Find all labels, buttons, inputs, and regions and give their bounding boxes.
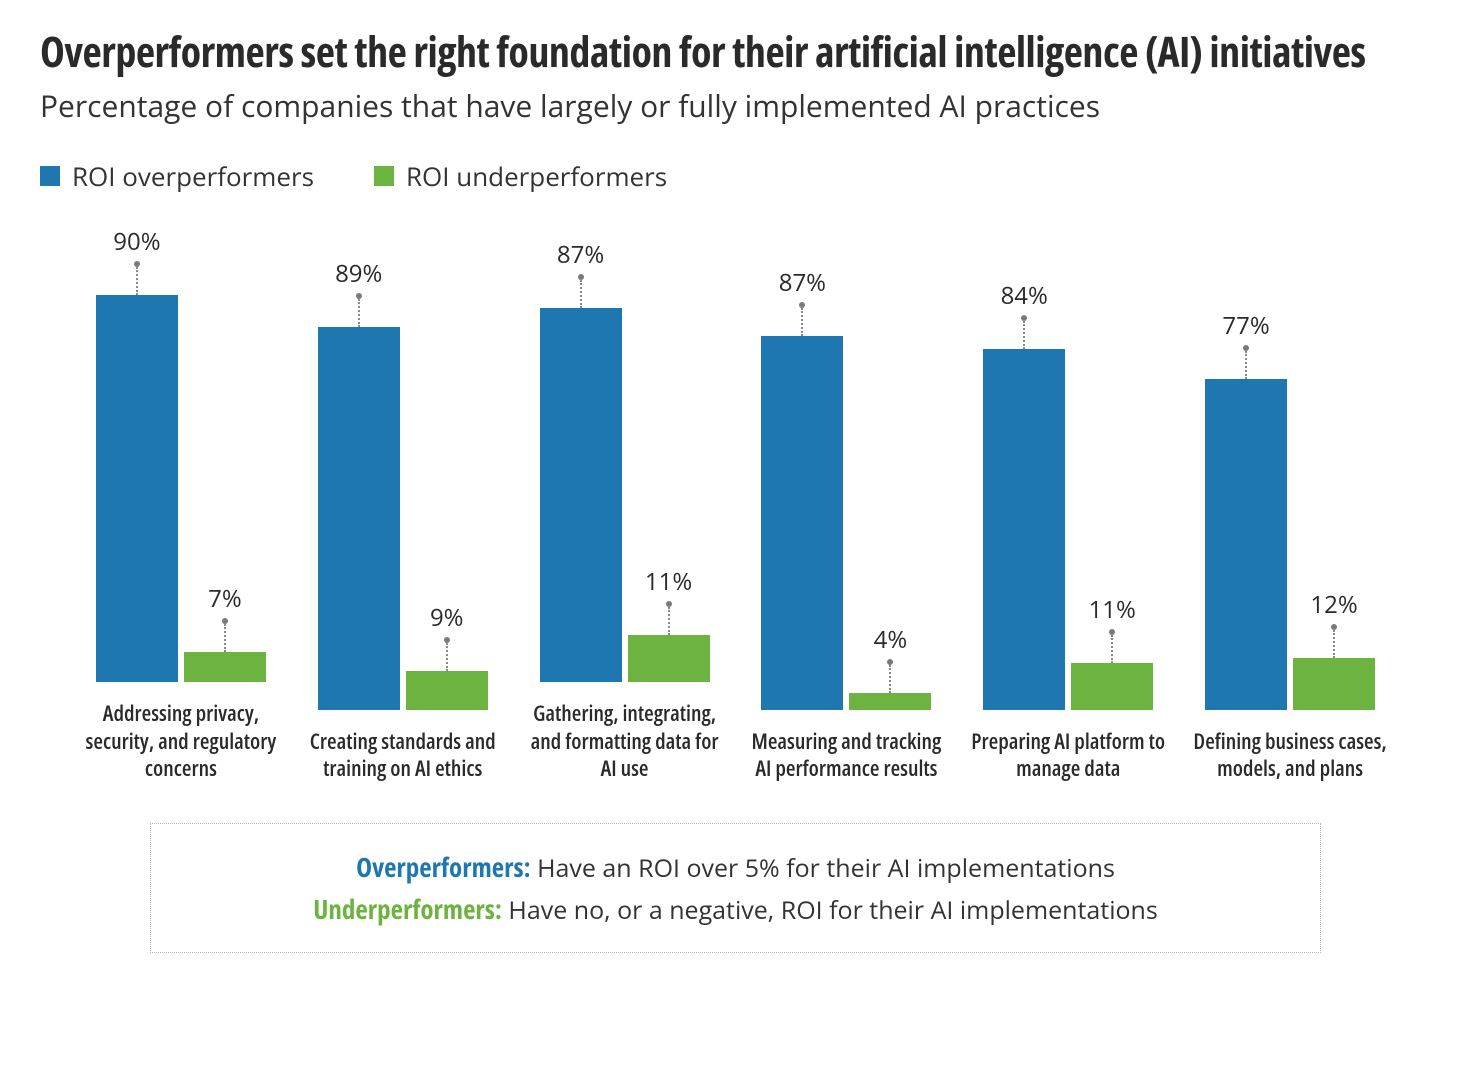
- bar-column-over: 87%: [761, 266, 843, 710]
- leader-line: [1111, 635, 1113, 663]
- bar-pair: 87% 4%: [761, 240, 931, 710]
- leader: [1331, 621, 1337, 658]
- leader: [578, 271, 584, 308]
- bar-over: [761, 336, 843, 710]
- bar-column-over: 84%: [983, 279, 1065, 710]
- bar-under: [184, 652, 266, 682]
- leader: [887, 656, 893, 693]
- bar-over: [1205, 379, 1287, 710]
- def-text-under: Have no, or a negative, ROI for their AI…: [502, 893, 1158, 927]
- leader-line: [801, 308, 803, 336]
- leader: [1109, 626, 1115, 663]
- bar-pair: 89% 9%: [318, 240, 488, 710]
- bar-group: 87% 11% Gathering, integrating, and format…: [525, 212, 725, 783]
- bar-chart: 90% 7% Addressing privacy, security, and r…: [40, 212, 1431, 783]
- bar-under: [1293, 658, 1375, 710]
- category-label: Creating standards and training on AI et…: [303, 728, 503, 783]
- legend-item-overperformers: ROI overperformers: [40, 158, 314, 194]
- bar-pair: 90% 7%: [96, 212, 266, 682]
- bar-column-under: 11%: [628, 565, 710, 682]
- value-label: 87%: [779, 266, 826, 299]
- category-label: Gathering, integrating, and formatting d…: [525, 700, 725, 783]
- category-label: Defining business cases, models, and pla…: [1190, 728, 1390, 783]
- legend-swatch-under: [374, 166, 394, 186]
- value-label: 9%: [430, 601, 464, 634]
- leader: [799, 299, 805, 336]
- value-label: 12%: [1310, 588, 1357, 621]
- leader: [666, 598, 672, 635]
- legend-label-under: ROI underperformers: [406, 158, 667, 194]
- leader: [222, 615, 228, 652]
- def-term-under: Underperformers:: [313, 890, 502, 927]
- leader-line: [1333, 630, 1335, 658]
- leader: [356, 290, 362, 327]
- leader-line: [889, 665, 891, 693]
- bar-column-over: 87%: [540, 238, 622, 682]
- bar-column-over: 90%: [96, 225, 178, 682]
- def-text-over: Have an ROI over 5% for their AI impleme…: [531, 851, 1115, 885]
- leader: [444, 634, 450, 671]
- bar-group: 90% 7% Addressing privacy, security, and r…: [81, 212, 281, 783]
- leader: [134, 258, 140, 295]
- bar-column-over: 77%: [1205, 309, 1287, 710]
- bar-group: 77% 12% Defining business cases, models, a…: [1190, 240, 1390, 783]
- bar-under: [406, 671, 488, 710]
- value-label: 87%: [557, 238, 604, 271]
- bar-group: 89% 9% Creating standards and training on …: [303, 240, 503, 783]
- chart-title: Overperformers set the right foundation …: [40, 28, 1431, 75]
- value-label: 7%: [208, 582, 242, 615]
- bar-group: 84% 11% Preparing AI platform to manage da…: [968, 240, 1168, 783]
- leader-line: [446, 643, 448, 671]
- value-label: 77%: [1222, 309, 1269, 342]
- bar-over: [96, 295, 178, 682]
- leader-line: [1245, 351, 1247, 379]
- bar-pair: 84% 11%: [983, 240, 1153, 710]
- value-label: 84%: [1001, 279, 1048, 312]
- category-label: Addressing privacy, security, and regula…: [81, 700, 281, 783]
- legend-item-underperformers: ROI underperformers: [374, 158, 667, 194]
- leader: [1021, 312, 1027, 349]
- bar-under: [628, 635, 710, 682]
- bar-over: [540, 308, 622, 682]
- leader-line: [136, 267, 138, 295]
- category-label: Measuring and tracking AI performance re…: [746, 728, 946, 783]
- bar-column-under: 9%: [406, 601, 488, 710]
- leader-line: [1023, 321, 1025, 349]
- legend-swatch-over: [40, 166, 60, 186]
- bar-over: [318, 327, 400, 710]
- value-label: 11%: [1089, 593, 1136, 626]
- value-label: 89%: [335, 257, 382, 290]
- definition-underperformers: Underperformers: Have no, or a negative,…: [191, 888, 1280, 930]
- value-label: 90%: [113, 225, 160, 258]
- legend-label-over: ROI overperformers: [72, 158, 314, 194]
- legend: ROI overperformers ROI underperformers: [40, 158, 1431, 194]
- leader-line: [358, 299, 360, 327]
- bar-column-under: 7%: [184, 582, 266, 682]
- value-label: 11%: [645, 565, 692, 598]
- def-term-over: Overperformers:: [356, 848, 531, 885]
- bar-pair: 77% 12%: [1205, 240, 1375, 710]
- bar-group: 87% 4% Measuring and tracking AI performan…: [746, 240, 946, 783]
- category-label: Preparing AI platform to manage data: [968, 728, 1168, 783]
- chart-subtitle: Percentage of companies that have largel…: [40, 85, 1431, 126]
- leader-line: [668, 607, 670, 635]
- bar-over: [983, 349, 1065, 710]
- bar-column-under: 4%: [849, 623, 931, 710]
- leader-line: [580, 280, 582, 308]
- leader: [1243, 342, 1249, 379]
- value-label: 4%: [874, 623, 908, 656]
- bar-under: [1071, 663, 1153, 710]
- bar-under: [849, 693, 931, 710]
- bar-column-under: 12%: [1293, 588, 1375, 710]
- definition-overperformers: Overperformers: Have an ROI over 5% for …: [191, 846, 1280, 888]
- bar-column-over: 89%: [318, 257, 400, 710]
- bar-pair: 87% 11%: [540, 212, 710, 682]
- definitions-box: Overperformers: Have an ROI over 5% for …: [150, 823, 1321, 953]
- bar-column-under: 11%: [1071, 593, 1153, 710]
- leader-line: [224, 624, 226, 652]
